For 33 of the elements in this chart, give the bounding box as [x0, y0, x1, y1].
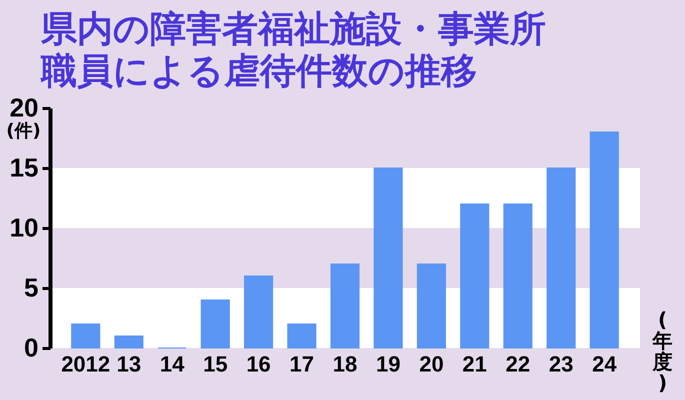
x-tick-label: 22: [506, 352, 530, 376]
bar: [330, 264, 360, 348]
bar: [416, 264, 446, 348]
x-tick-label: 23: [548, 352, 574, 376]
bar: [590, 132, 619, 348]
bar: [374, 168, 403, 348]
bar: [546, 168, 576, 348]
y-axis-title: (件): [6, 120, 41, 142]
x-tick-label: 17: [290, 352, 314, 376]
x-tick-label: 16: [246, 352, 271, 376]
x-tick-label: 2012: [61, 352, 110, 376]
bar: [71, 324, 100, 348]
y-tick-label: 20: [10, 92, 38, 122]
chart-title: 県内の障害者福祉施設・事業所職員による虐待件数の推移: [40, 9, 546, 92]
bar: [200, 300, 230, 348]
bar: [244, 276, 274, 348]
y-tick-label: 0: [24, 332, 38, 362]
x-tick-label: 19: [376, 352, 400, 376]
x-tick-label: 21: [462, 352, 487, 376]
bar: [503, 204, 532, 348]
bar: [114, 336, 144, 348]
x-tick-label: 15: [203, 352, 228, 376]
x-axis-title: (年度): [652, 308, 672, 394]
x-tick-label: 24: [592, 352, 618, 376]
bar: [287, 324, 316, 348]
x-tick-label: 13: [116, 352, 142, 376]
y-tick-label: 10: [10, 212, 38, 242]
x-tick-label: 20: [419, 352, 444, 376]
x-tick-label: 18: [332, 352, 358, 376]
x-tick-label: 14: [160, 352, 186, 376]
y-tick-label: 15: [10, 152, 38, 182]
bar: [460, 204, 490, 348]
y-tick-label: 5: [24, 272, 38, 302]
